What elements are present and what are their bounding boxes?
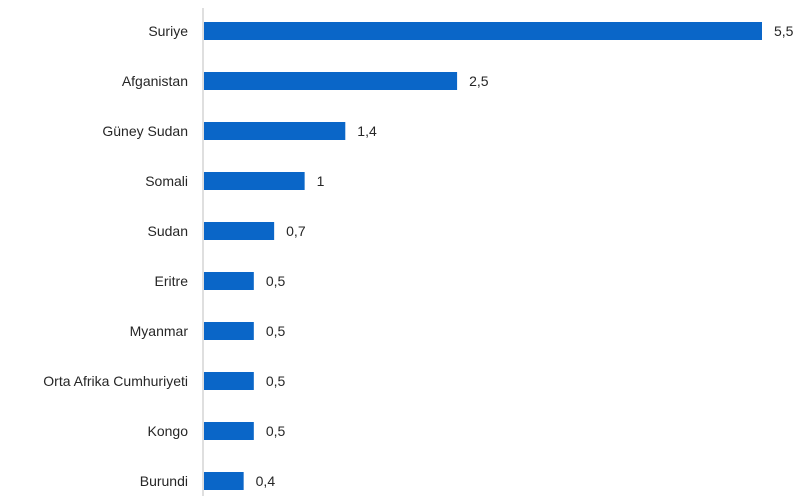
bar	[204, 422, 254, 440]
category-label: Orta Afrika Cumhuriyeti	[43, 373, 188, 389]
bar	[204, 372, 254, 390]
bar	[204, 122, 346, 140]
category-label: Somali	[145, 173, 188, 189]
category-label: Myanmar	[130, 323, 189, 339]
value-label: 0,7	[286, 223, 306, 239]
category-label: Suriye	[148, 23, 188, 39]
category-label: Burundi	[140, 473, 188, 489]
bar	[204, 472, 244, 490]
bars-group	[204, 22, 762, 490]
value-label: 2,5	[469, 73, 489, 89]
bar	[204, 272, 254, 290]
value-label: 5,5	[774, 23, 794, 39]
category-label: Afganistan	[122, 73, 188, 89]
category-label: Güney Sudan	[102, 123, 188, 139]
category-labels-group: Suriye Afganistan Güney Sudan Somali Sudan Er…	[43, 23, 188, 489]
value-label: 1	[317, 173, 325, 189]
value-label: 0,5	[266, 323, 286, 339]
category-label: Eritre	[155, 273, 189, 289]
value-labels-group: 5,5 2,5 1,4 1 0,7 0,5 0,5 0,5 0,5 0,4	[256, 23, 794, 489]
category-label: Kongo	[148, 423, 189, 439]
bar	[204, 72, 458, 90]
bar	[204, 322, 254, 340]
bar	[204, 22, 762, 40]
value-label: 0,4	[256, 473, 276, 489]
bar	[204, 222, 275, 240]
bar	[204, 172, 305, 190]
value-label: 0,5	[266, 423, 286, 439]
value-label: 1,4	[357, 123, 377, 139]
value-label: 0,5	[266, 373, 286, 389]
value-label: 0,5	[266, 273, 286, 289]
category-label: Sudan	[148, 223, 188, 239]
